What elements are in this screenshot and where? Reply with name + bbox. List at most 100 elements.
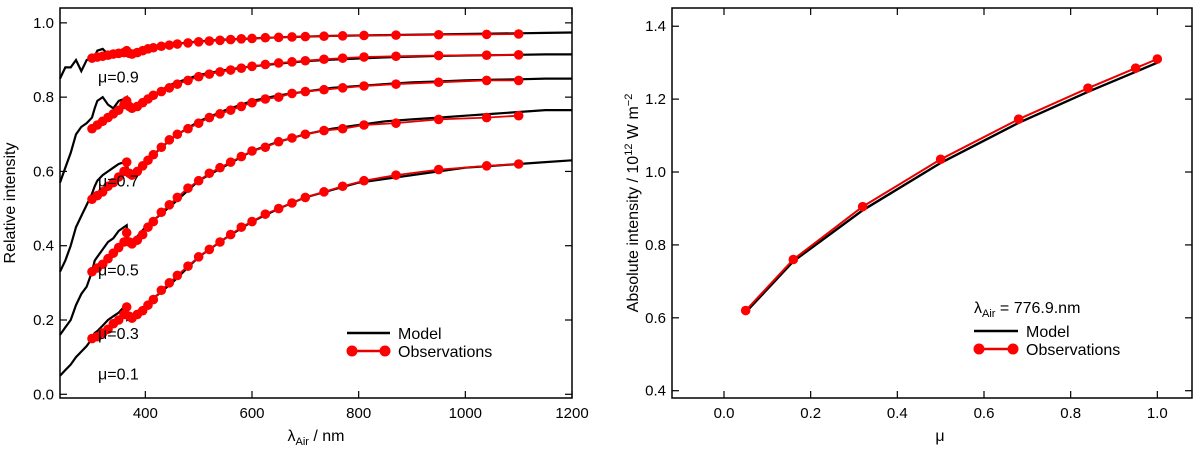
left-obs-point — [164, 40, 175, 50]
right-plot-frame — [671, 7, 1193, 399]
left-obs-point — [391, 79, 401, 89]
left-obs-point — [121, 227, 132, 238]
left-chart: 400 600 800 1000 1200 0.0 0.2 0.4 0.6 0.8 1.0 μ=0.… — [2, 7, 589, 448]
left-curve-labels: μ=0.1 μ=0.3 μ=0.5 μ=0.7 μ=0.9 — [98, 70, 139, 384]
left-obs-point — [260, 59, 271, 70]
left-obs-point — [433, 50, 444, 61]
left-obs-point — [513, 50, 524, 60]
left-obs-point — [300, 192, 311, 203]
left-obs-point — [121, 302, 132, 312]
left-obs-point — [172, 79, 183, 89]
left-obs-point — [337, 83, 348, 93]
left-obs-point — [183, 183, 193, 193]
left-obs-point — [215, 67, 225, 77]
left-obs-point — [273, 32, 284, 43]
left-obs-point — [391, 118, 401, 128]
right-obs-line — [744, 58, 1158, 312]
left-y-tick-label: 0.6 — [33, 163, 54, 180]
left-obs-point — [513, 110, 524, 121]
left-obs-point — [204, 168, 215, 179]
left-obs-point — [433, 114, 444, 125]
right-x-tick-label: 0.0 — [714, 405, 735, 422]
left-obs-point — [204, 69, 215, 79]
right-y-tick-label: 0.6 — [645, 310, 666, 327]
left-obs-point — [391, 170, 401, 180]
left-obs-point — [156, 86, 167, 97]
curve-label-mu=0.7: μ=0.7 — [98, 174, 139, 191]
left-x-tick-label: 600 — [239, 405, 264, 422]
right-ticks-layer: 0.0 0.2 0.4 0.6 0.8 1.0 0.4 0.6 0.8 1.0 1.2 1.4 — [645, 8, 1192, 422]
left-obs-point — [433, 77, 444, 88]
left-y-tick-label: 0.2 — [33, 312, 54, 329]
left-obs-point — [337, 123, 348, 134]
right-x-tick-label: 0.2 — [800, 405, 821, 422]
left-legend: Model Observations — [346, 326, 492, 361]
left-obs-point — [172, 192, 183, 203]
left-obs-point — [148, 42, 159, 53]
left-obs-point — [215, 162, 225, 173]
left-obs-point — [148, 90, 159, 101]
left-obs-point — [337, 53, 348, 63]
left-obs-point — [225, 157, 236, 167]
left-obs-point — [359, 81, 369, 91]
right-y-tick-label: 0.4 — [645, 383, 666, 400]
left-obs-point — [236, 222, 247, 232]
left-obs-point — [300, 86, 311, 97]
left-x-tick-label: 1000 — [449, 405, 482, 422]
right-legend-model-label: Model — [1026, 324, 1070, 341]
left-obs-point — [273, 203, 284, 214]
left-x-tick-label: 800 — [346, 405, 371, 422]
left-obs-point — [193, 37, 204, 47]
left-obs-point — [137, 229, 148, 240]
left-obs-point — [319, 31, 329, 42]
left-obs-point — [225, 229, 236, 240]
left-obs-point — [225, 34, 236, 45]
left-obs-point — [513, 75, 524, 86]
left-obs-point — [287, 133, 297, 143]
left-obs-point — [287, 198, 297, 208]
right-y-tick-label: 1.2 — [645, 91, 666, 108]
left-obs-point — [319, 84, 329, 95]
left-x-tick-label: 400 — [133, 405, 158, 422]
left-obs-point — [193, 71, 204, 82]
left-obs-line-mu=0.1 — [91, 163, 519, 340]
left-obs-point — [481, 50, 492, 60]
left-plot-frame — [59, 7, 573, 399]
right-series-layer — [740, 54, 1163, 316]
right-y-axis-label: Absolute intensity / 1012 W m−2 — [623, 94, 642, 313]
left-obs-point — [148, 216, 159, 227]
right-legend-obs-label: Observations — [1026, 342, 1120, 359]
left-obs-point — [215, 109, 225, 119]
right-obs-point — [1152, 54, 1163, 64]
left-obs-point — [183, 38, 193, 48]
left-obs-point — [193, 118, 204, 128]
left-obs-point — [319, 125, 329, 136]
left-obs-point — [260, 209, 271, 219]
left-obs-point — [164, 135, 175, 145]
left-obs-point — [121, 157, 132, 167]
left-obs-point — [172, 270, 183, 281]
left-obs-point — [359, 120, 369, 130]
left-obs-point — [225, 105, 236, 115]
left-obs-point — [260, 32, 271, 43]
right-obs-point — [788, 254, 799, 265]
left-obs-point — [247, 146, 257, 156]
left-obs-point — [273, 92, 284, 102]
left-legend-model-label: Model — [398, 326, 442, 343]
left-obs-point — [359, 52, 369, 62]
left-obs-point — [513, 29, 524, 39]
right-legend: Model Observations — [973, 324, 1120, 359]
left-obs-point — [204, 36, 215, 46]
left-obs-point — [247, 61, 257, 72]
right-legend-obs-marker — [973, 343, 985, 355]
right-obs-point — [857, 201, 868, 212]
right-x-tick-label: 0.6 — [974, 405, 995, 422]
left-model-line-mu=0.3 — [59, 109, 572, 336]
left-obs-point — [391, 30, 401, 40]
right-chart: 0.0 0.2 0.4 0.6 0.8 1.0 0.4 0.6 0.8 1.0 1.2 1.4 μ A… — [623, 7, 1193, 445]
curve-label-mu=0.5: μ=0.5 — [98, 263, 139, 280]
left-obs-point — [319, 187, 329, 197]
left-obs-point — [337, 181, 348, 192]
left-obs-point — [433, 164, 444, 175]
